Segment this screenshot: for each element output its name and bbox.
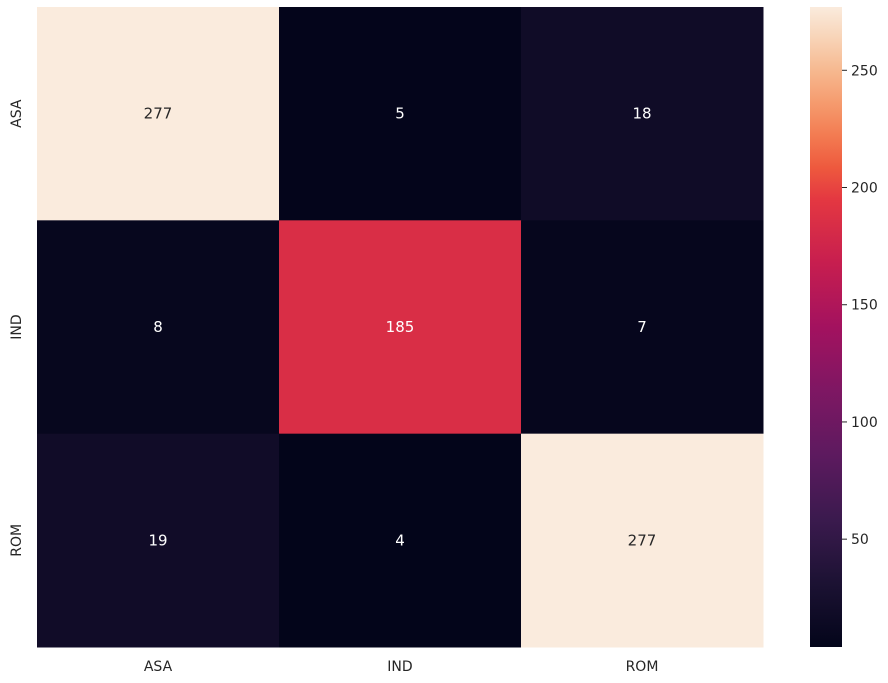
- heatmap-cell-asa-rom: [521, 7, 764, 221]
- heatmap-cell-ind-rom: [521, 220, 764, 435]
- y-tick-label: ROM: [9, 524, 25, 557]
- x-axis-ticks: ASA IND ROM: [144, 659, 659, 675]
- y-tick-label: ASA: [9, 99, 25, 128]
- heatmap-cell-asa-ind: [279, 7, 522, 221]
- colorbar-tick-label: 250: [851, 63, 878, 79]
- colorbar: 50 100 150 200 250: [810, 7, 878, 647]
- cell-value-label: 19: [148, 531, 167, 549]
- heatmap-cells: [37, 7, 764, 648]
- heatmap-cell-ind-ind: [279, 220, 522, 435]
- colorbar-tick-label: 150: [851, 298, 878, 314]
- x-tick-label: ASA: [144, 659, 173, 675]
- colorbar-gradient: [810, 7, 842, 647]
- x-tick-label: IND: [387, 659, 412, 675]
- heatmap-cell-labels: 277 5 18 8 185 7 19 4 277: [144, 105, 657, 550]
- cell-value-label: 4: [395, 531, 405, 549]
- cell-value-label: 277: [628, 531, 657, 549]
- cell-value-label: 185: [386, 318, 415, 336]
- heatmap-cell-rom-ind: [279, 433, 522, 648]
- heatmap-cell-rom-asa: [37, 433, 280, 648]
- heatmap-cell-ind-asa: [37, 220, 280, 435]
- heatmap-cell-asa-asa: [37, 7, 280, 221]
- cell-value-label: 7: [637, 318, 647, 336]
- cell-value-label: 18: [632, 105, 651, 123]
- cell-value-label: 5: [395, 105, 405, 123]
- colorbar-ticks: 50 100 150 200 250: [842, 63, 878, 548]
- y-axis-ticks: ASA IND ROM: [9, 99, 25, 557]
- cell-value-label: 277: [144, 105, 173, 123]
- colorbar-tick-label: 100: [851, 415, 878, 431]
- heatmap-cell-rom-rom: [521, 433, 764, 648]
- x-tick-label: ROM: [626, 659, 659, 675]
- colorbar-tick-label: 50: [851, 532, 869, 548]
- colorbar-tick-label: 200: [851, 181, 878, 197]
- cell-value-label: 8: [153, 318, 163, 336]
- y-tick-label: IND: [9, 314, 25, 339]
